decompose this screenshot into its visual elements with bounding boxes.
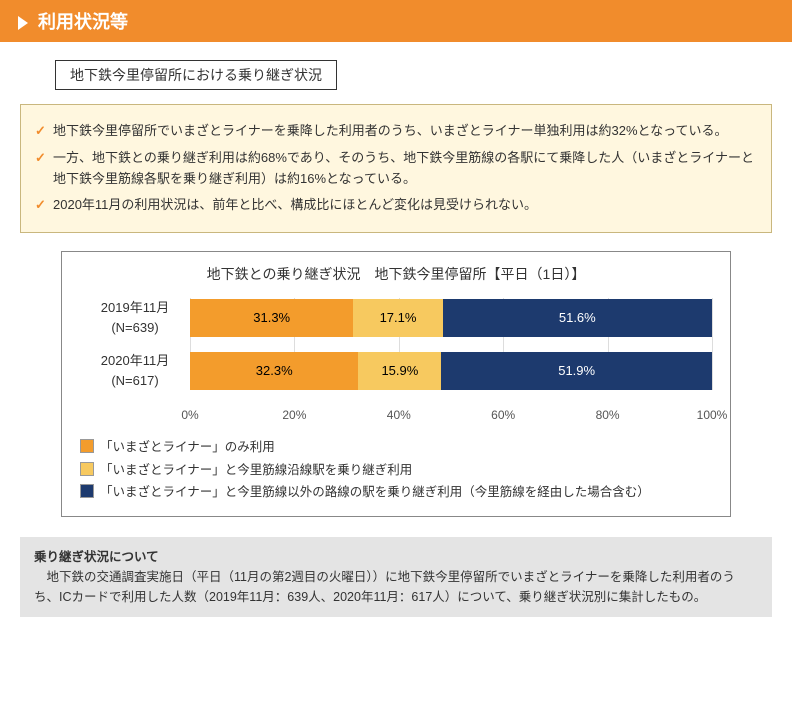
stacked-bar: 31.3%17.1%51.6%	[190, 299, 712, 337]
legend-item: 「いまざとライナー」と今里筋線沿線駅を乗り継ぎ利用	[80, 459, 712, 482]
bar-segment: 17.1%	[353, 299, 442, 337]
legend-label: 「いまざとライナー」のみ利用	[100, 436, 275, 459]
chart-legend: 「いまざとライナー」のみ利用「いまざとライナー」と今里筋線沿線駅を乗り継ぎ利用「…	[80, 436, 712, 504]
legend-item: 「いまざとライナー」と今里筋線以外の路線の駅を乗り継ぎ利用（今里筋線を経由した場…	[80, 481, 712, 504]
bar-segment: 15.9%	[358, 352, 441, 390]
chart-title: 地下鉄との乗り継ぎ状況 地下鉄今里停留所【平日（1日）】	[80, 264, 712, 284]
bullet-list: 地下鉄今里停留所でいまざとライナーを乗降した利用者のうち、いまざとライナー単独利…	[20, 104, 772, 233]
chart-plot-area: 2019年11月 (N=639) 31.3%17.1%51.6% 2020年11…	[80, 298, 712, 390]
chart-row: 2020年11月 (N=617) 32.3%15.9%51.9%	[80, 351, 712, 390]
bullet-item: 地下鉄今里停留所でいまざとライナーを乗降した利用者のうち、いまざとライナー単独利…	[35, 121, 757, 142]
legend-label: 「いまざとライナー」と今里筋線沿線駅を乗り継ぎ利用	[100, 459, 412, 482]
subtitle-box: 地下鉄今里停留所における乗り継ぎ状況	[55, 60, 337, 90]
bar-segment: 51.9%	[441, 352, 712, 390]
legend-label: 「いまざとライナー」と今里筋線以外の路線の駅を乗り継ぎ利用（今里筋線を経由した場…	[100, 481, 650, 504]
axis-tick: 80%	[596, 408, 620, 422]
bar-segment: 32.3%	[190, 352, 358, 390]
axis-tick: 60%	[491, 408, 515, 422]
stacked-bar: 32.3%15.9%51.9%	[190, 352, 712, 390]
axis-tick: 20%	[282, 408, 306, 422]
x-axis: 0%20%40%60%80%100%	[190, 404, 712, 424]
bullet-item: 一方、地下鉄との乗り継ぎ利用は約68%であり、そのうち、地下鉄今里筋線の各駅にて…	[35, 148, 757, 190]
legend-item: 「いまざとライナー」のみ利用	[80, 436, 712, 459]
note-body: 地下鉄の交通調査実施日（平日（11月の第2週目の火曜日））に地下鉄今里停留所でい…	[34, 567, 758, 607]
bullet-item: 2020年11月の利用状況は、前年と比べ、構成比にほとんど変化は見受けられない。	[35, 195, 757, 216]
header-title: 利用状況等	[38, 12, 128, 32]
legend-swatch	[80, 484, 94, 498]
axis-tick: 40%	[387, 408, 411, 422]
chart-container: 地下鉄との乗り継ぎ状況 地下鉄今里停留所【平日（1日）】 2019年11月 (N…	[61, 251, 731, 517]
axis-tick: 0%	[181, 408, 198, 422]
bar-segment: 31.3%	[190, 299, 353, 337]
legend-swatch	[80, 439, 94, 453]
note-box: 乗り継ぎ状況について 地下鉄の交通調査実施日（平日（11月の第2週目の火曜日））…	[20, 537, 772, 617]
row-label: 2020年11月 (N=617)	[80, 351, 190, 390]
row-label: 2019年11月 (N=639)	[80, 298, 190, 337]
chart-row: 2019年11月 (N=639) 31.3%17.1%51.6%	[80, 298, 712, 337]
bar-segment: 51.6%	[443, 299, 712, 337]
axis-tick: 100%	[697, 408, 728, 422]
section-header: 利用状況等	[0, 0, 792, 42]
legend-swatch	[80, 462, 94, 476]
note-title: 乗り継ぎ状況について	[34, 547, 758, 567]
arrow-icon	[18, 16, 28, 30]
